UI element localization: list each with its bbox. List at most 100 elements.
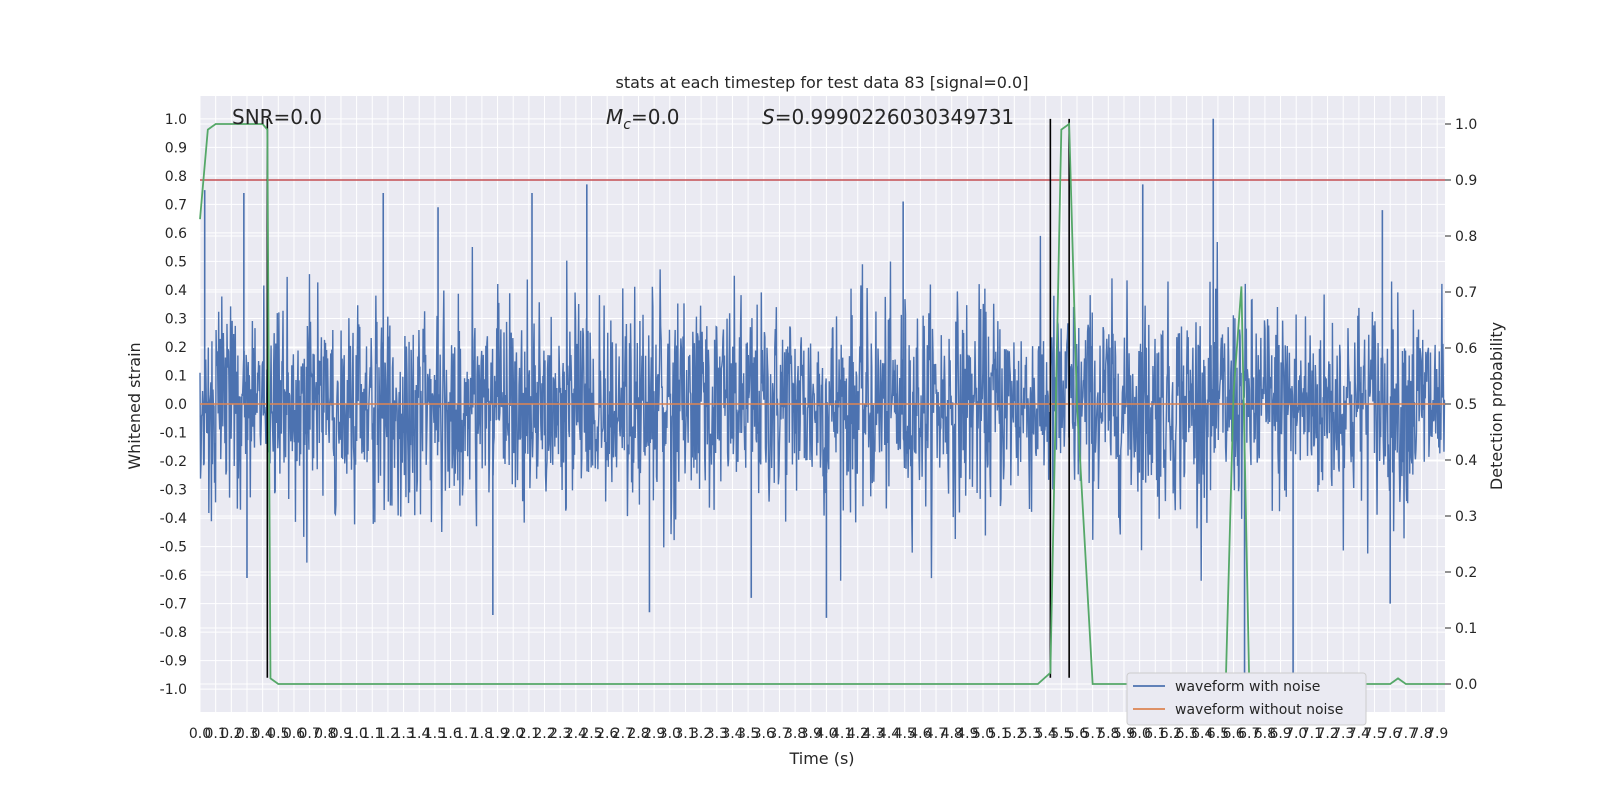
y-tick-label: 0.8 [165, 169, 187, 185]
y-tick-label: -0.9 [160, 654, 187, 670]
x-tick-label: 3.1 [674, 726, 696, 742]
x-tick-label: 2.9 [643, 726, 665, 742]
x-tick-label: 4.5 [894, 726, 916, 742]
x-tick-label: 5.2 [1003, 726, 1025, 742]
x-tick-label: 3.9 [800, 726, 822, 742]
y2-tick-label: 0.0 [1455, 677, 1477, 693]
y-tick-label: -0.3 [160, 483, 187, 499]
mc-annotation: Mc=0.0 [606, 105, 680, 133]
x-tick-label: 0.6 [283, 726, 305, 742]
x-tick-label: 7.8 [1410, 726, 1432, 742]
snr-annotation: SNR=0.0 [232, 105, 322, 129]
y-tick-label: -0.1 [160, 426, 187, 442]
x-tick-label: 3.4 [721, 726, 743, 742]
mc-symbol: M [606, 105, 623, 129]
legend-label-noise: waveform with noise [1175, 679, 1320, 695]
x-tick-label: 4.2 [847, 726, 869, 742]
s-value: =0.9990226030349731 [775, 105, 1014, 129]
x-tick-label: 4.9 [956, 726, 978, 742]
y2-tick-label: 0.4 [1455, 453, 1477, 469]
x-tick-label: 6.4 [1191, 726, 1213, 742]
y-tick-label: 0.6 [165, 226, 187, 242]
x-tick-label: 1.0 [345, 726, 367, 742]
x-tick-label: 7.9 [1426, 726, 1448, 742]
x-tick-label: 2.4 [565, 726, 587, 742]
x-tick-label: 5.4 [1035, 726, 1057, 742]
chart-title: stats at each timestep for test data 83 … [616, 73, 1029, 92]
x-tick-label: 5.1 [988, 726, 1010, 742]
y-tick-label: 0.7 [165, 197, 187, 213]
x-tick-label: 2.2 [533, 726, 555, 742]
y2-tick-label: 0.5 [1455, 397, 1477, 413]
x-tick-label: 2.6 [596, 726, 618, 742]
x-tick-label: 3.5 [737, 726, 759, 742]
y-tick-label: -0.4 [160, 511, 187, 527]
x-tick-label: 4.3 [862, 726, 884, 742]
x-tick-label: 5.6 [1066, 726, 1088, 742]
x-tick-label: 4.8 [941, 726, 963, 742]
x-tick-label: 5.3 [1019, 726, 1041, 742]
x-tick-label: 6.2 [1160, 726, 1182, 742]
x-tick-label: 7.6 [1379, 726, 1401, 742]
y2-tick-label: 0.3 [1455, 509, 1477, 525]
y2-tick-label: 0.6 [1455, 341, 1477, 357]
y-tick-label: 0.0 [165, 397, 187, 413]
y2-tick-label: 0.2 [1455, 565, 1477, 581]
x-tick-label: 1.8 [471, 726, 493, 742]
y-tick-label: 0.2 [165, 340, 187, 356]
x-tick-label: 1.5 [424, 726, 446, 742]
x-tick-label: 1.2 [377, 726, 399, 742]
y2-tick-label: 0.8 [1455, 229, 1477, 245]
axes: 0.00.10.20.30.40.50.60.70.80.91.01.11.21… [160, 112, 1478, 742]
x-tick-label: 1.1 [361, 726, 383, 742]
x-tick-label: 3.3 [706, 726, 728, 742]
x-tick-label: 2.0 [502, 726, 524, 742]
x-tick-label: 6.6 [1222, 726, 1244, 742]
y2-tick-label: 0.9 [1455, 173, 1477, 189]
y-tick-label: 0.4 [165, 283, 187, 299]
x-tick-label: 5.0 [972, 726, 994, 742]
noisy-waveform [199, 118, 1446, 690]
x-tick-label: 5.9 [1113, 726, 1135, 742]
x-tick-label: 7.0 [1285, 726, 1307, 742]
mc-subscript: c [623, 117, 631, 133]
x-tick-label: 0.8 [314, 726, 336, 742]
x-tick-label: 2.8 [627, 726, 649, 742]
x-tick-label: 7.7 [1395, 726, 1417, 742]
x-tick-label: 0.0 [189, 726, 211, 742]
legend-label-clean: waveform without noise [1175, 702, 1343, 718]
y-tick-label: 0.9 [165, 140, 187, 156]
x-tick-label: 6.3 [1175, 726, 1197, 742]
y-tick-label: 0.5 [165, 254, 187, 270]
mc-value: =0.0 [631, 105, 680, 129]
y2-tick-label: 1.0 [1455, 117, 1477, 133]
x-tick-label: 4.7 [925, 726, 947, 742]
x-tick-label: 7.4 [1348, 726, 1370, 742]
x-tick-label: 5.7 [1082, 726, 1104, 742]
y2-axis-label: Detection probability [1487, 322, 1506, 490]
legend: waveform with noise waveform without noi… [1126, 672, 1367, 726]
x-tick-label: 0.9 [330, 726, 352, 742]
x-tick-label: 7.2 [1316, 726, 1338, 742]
x-tick-label: 2.3 [549, 726, 571, 742]
x-tick-label: 1.6 [439, 726, 461, 742]
y-tick-label: -0.5 [160, 540, 187, 556]
x-tick-label: 2.5 [580, 726, 602, 742]
x-tick-label: 0.3 [236, 726, 258, 742]
x-tick-label: 0.2 [220, 726, 242, 742]
y2-tick-label: 0.1 [1455, 621, 1477, 637]
x-tick-label: 3.6 [753, 726, 775, 742]
y-tick-label: -1.0 [160, 682, 187, 698]
x-tick-label: 4.0 [815, 726, 837, 742]
x-tick-label: 6.0 [1128, 726, 1150, 742]
s-symbol: S [762, 105, 775, 129]
x-tick-label: 0.1 [205, 726, 227, 742]
x-tick-label: 5.5 [1050, 726, 1072, 742]
y-tick-label: -0.7 [160, 597, 187, 613]
y-tick-label: -0.2 [160, 454, 187, 470]
x-tick-label: 5.8 [1097, 726, 1119, 742]
noisy-waveform-line [199, 235, 1446, 581]
x-tick-label: 7.3 [1332, 726, 1354, 742]
x-tick-label: 1.3 [392, 726, 414, 742]
